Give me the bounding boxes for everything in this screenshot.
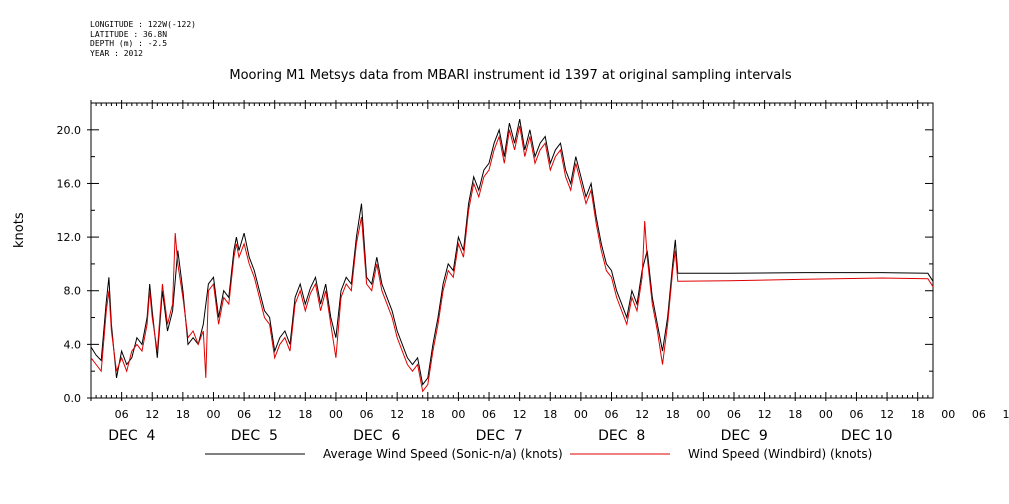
x-hour-label: 00 — [819, 408, 833, 421]
x-hour-label: 12 — [1003, 408, 1009, 421]
metadata-block: LONGITUDE : 122W(-122) LATITUDE : 36.8N DE… — [90, 20, 196, 58]
x-day-label: DEC 10 — [841, 428, 893, 444]
x-hour-label: 18 — [421, 408, 435, 421]
x-hour-label: 12 — [390, 408, 404, 421]
y-tick-label: 16.0 — [57, 177, 82, 190]
x-hour-label: 06 — [115, 408, 129, 421]
x-hour-label: 00 — [574, 408, 588, 421]
x-hour-label: 00 — [941, 408, 955, 421]
x-day-label: DEC 5 — [231, 428, 278, 444]
y-tick-label: 20.0 — [57, 124, 82, 137]
x-day-label: DEC 6 — [353, 428, 400, 444]
x-day-label: DEC 9 — [721, 428, 768, 444]
x-hour-label: 12 — [880, 408, 894, 421]
x-hour-label: 12 — [268, 408, 282, 421]
depth-label: DEPTH (m) : -2.5 — [90, 39, 168, 48]
x-hour-label: 12 — [145, 408, 159, 421]
x-day-label: DEC 8 — [598, 428, 645, 444]
x-hour-label: 12 — [758, 408, 772, 421]
chart-title: Mooring M1 Metsys data from MBARI instru… — [229, 68, 792, 83]
x-hour-label: 06 — [972, 408, 986, 421]
series-line-1 — [90, 118, 934, 386]
x-hour-label: 18 — [911, 408, 925, 421]
year-label: YEAR : 2012 — [90, 48, 143, 58]
x-hour-label: 06 — [849, 408, 863, 421]
x-hour-label: 06 — [605, 408, 619, 421]
x-hour-label: 00 — [329, 408, 343, 421]
x-hour-label: 18 — [176, 408, 190, 421]
y-tick-label: 0.0 — [64, 392, 82, 405]
x-hour-label: 18 — [788, 408, 802, 421]
y-tick-label: 4.0 — [64, 338, 82, 351]
x-hour-label: 12 — [635, 408, 649, 421]
x-hour-label: 00 — [696, 408, 710, 421]
y-tick-label: 8.0 — [64, 285, 82, 298]
x-hour-label: 18 — [298, 408, 312, 421]
x-hour-label: 06 — [237, 408, 251, 421]
x-day-label: DEC 4 — [108, 428, 155, 444]
plot-frame — [90, 102, 934, 399]
x-hour-label: 12 — [513, 408, 527, 421]
x-hour-label: 06 — [727, 408, 741, 421]
y-tick-label: 12.0 — [57, 231, 82, 244]
legend-label-1: Average Wind Speed (Sonic-n/a) (knots) — [323, 447, 563, 461]
x-hour-label: 06 — [360, 408, 374, 421]
x-hour-label: 18 — [543, 408, 557, 421]
x-day-label: DEC 7 — [476, 428, 523, 444]
x-hour-label: 18 — [666, 408, 680, 421]
longitude-label: LONGITUDE : 122W(-122) — [90, 20, 196, 29]
latitude-label: LATITUDE : 36.8N — [90, 29, 168, 39]
x-hour-label: 06 — [482, 408, 496, 421]
x-hour-label: 00 — [451, 408, 465, 421]
series-line-2 — [90, 125, 934, 393]
legend-label-2: Wind Speed (Windbird) (knots) — [688, 447, 872, 461]
x-hour-label: 00 — [206, 408, 220, 421]
